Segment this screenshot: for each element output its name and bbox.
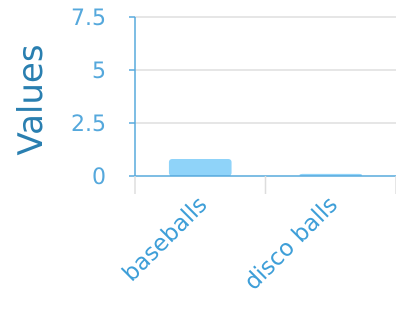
x-tick-labels: baseballs disco balls: [118, 192, 343, 296]
gridlines: [135, 16, 396, 124]
y-tick-label: 7.5: [71, 6, 106, 31]
y-tick-label: 5: [92, 59, 106, 84]
y-tick-label: 0: [92, 165, 106, 190]
x-tick-label: baseballs: [118, 192, 213, 287]
y-axis-title: Values: [11, 44, 51, 155]
y-tick-labels: 0 2.5 5 7.5: [71, 6, 106, 190]
axes: [129, 16, 396, 194]
bar-baseballs: [168, 159, 232, 176]
y-tick-label: 2.5: [71, 112, 106, 137]
x-tick-label: disco balls: [239, 192, 343, 296]
bars: [168, 159, 363, 176]
